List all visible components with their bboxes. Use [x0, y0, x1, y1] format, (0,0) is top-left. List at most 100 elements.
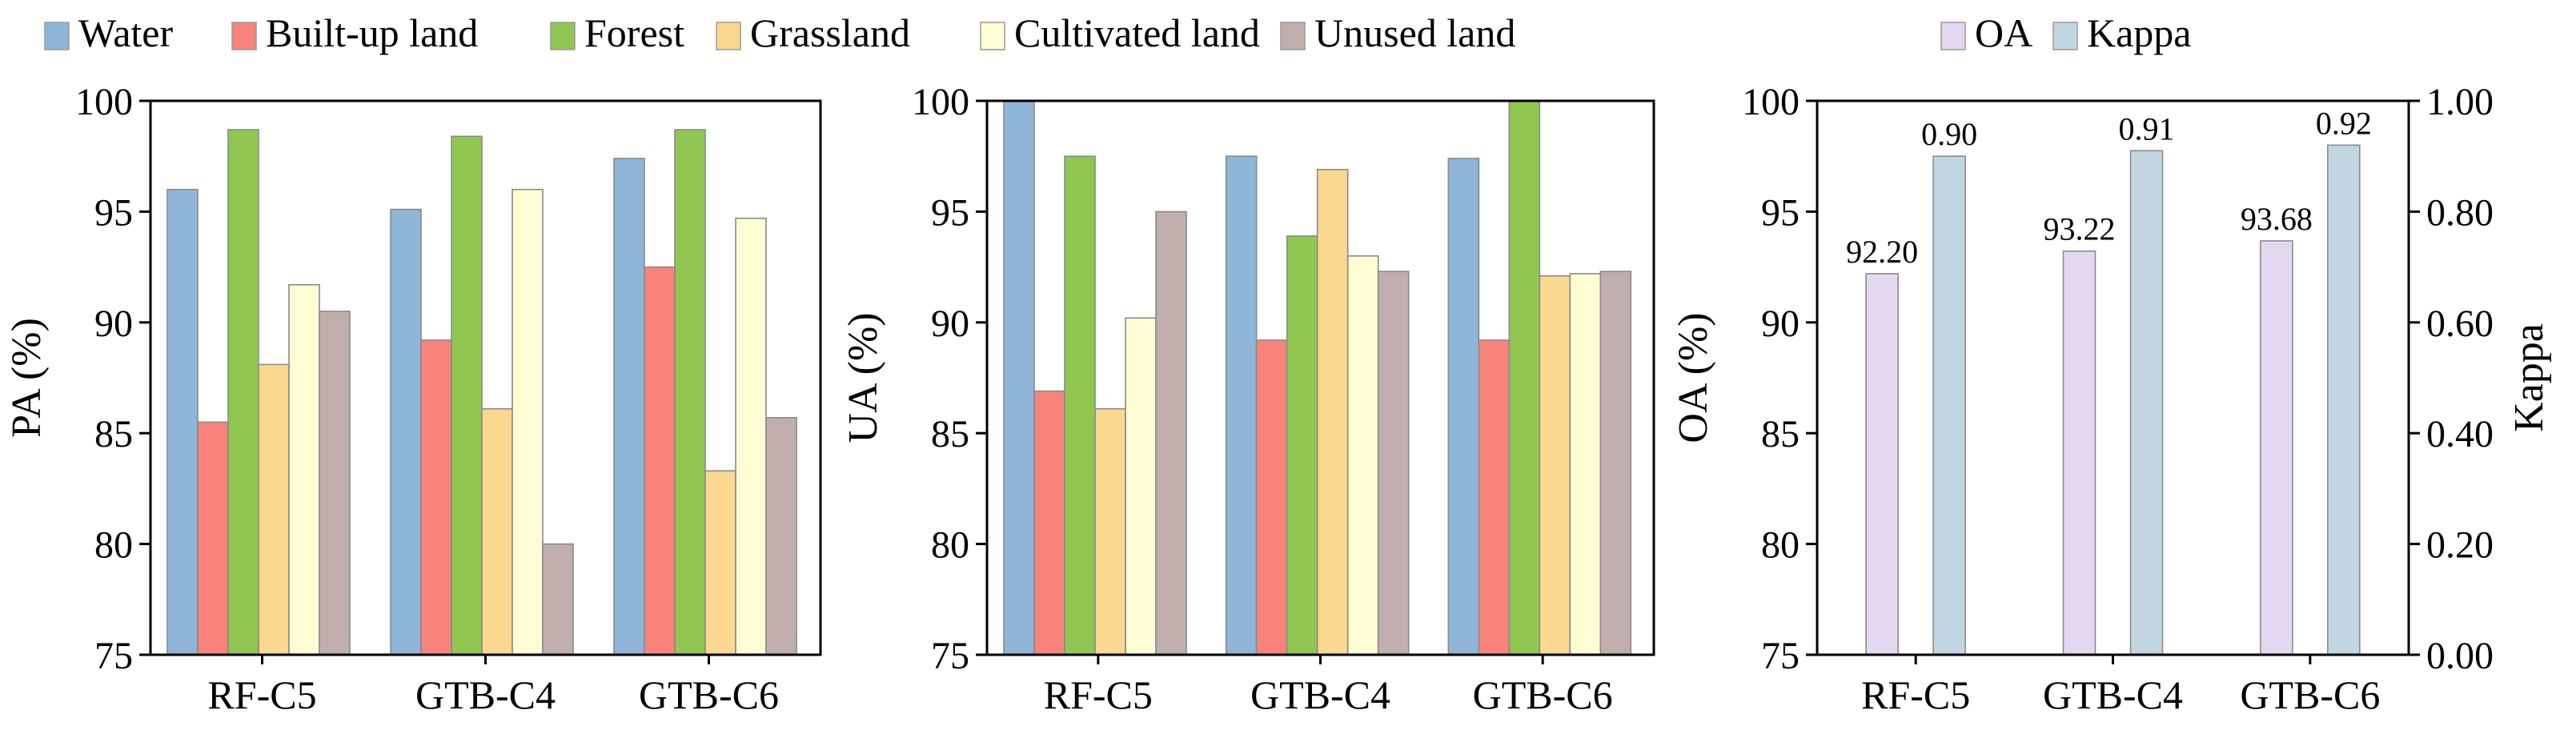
bar-grassland-gtb-c6: [704, 470, 736, 655]
y-tick-label: 100: [1742, 81, 1800, 123]
x-tick-label: GTB-C6: [639, 672, 779, 717]
bar-water-gtb-c4: [1225, 155, 1258, 655]
bar-forest-rf-c5: [1064, 155, 1096, 655]
bars: [167, 129, 797, 655]
y-right-tick-label: 0.00: [2426, 635, 2494, 677]
bar-grassland-gtb-c6: [1539, 275, 1571, 655]
bar-water-gtb-c4: [390, 208, 422, 655]
bar-cultivated-land-gtb-c4: [512, 188, 544, 655]
bar-built-up-land-gtb-c4: [1255, 339, 1288, 655]
x-tick-label: RF-C5: [1861, 672, 1970, 717]
bar-oa-gtb-c6: [2260, 240, 2293, 655]
bar-grassland-rf-c5: [258, 363, 290, 655]
bar-cultivated-land-gtb-c6: [1569, 273, 1602, 655]
legend-label-oa: OA: [1975, 10, 2032, 55]
legend-main: Water Built-up land Forest Grassland Cultiva…: [44, 10, 1515, 55]
bar-grassland-gtb-c4: [481, 407, 513, 655]
legend-label-built-up-land: Built-up land: [266, 10, 478, 55]
y-tick-label: 75: [931, 635, 969, 677]
legend-swatch-grassland: [716, 22, 741, 50]
x-tick-label: RF-C5: [1044, 672, 1153, 717]
y-tick-label: 100: [75, 81, 133, 123]
y-axis-title: PA (%): [4, 318, 50, 438]
y-axis-title: UA (%): [841, 312, 886, 443]
bar-cultivated-land-gtb-c6: [735, 217, 767, 655]
y-tick-label: 80: [1761, 524, 1800, 567]
data-label-oa-rf-c5: 92.20: [1846, 234, 1918, 270]
bar-kappa-gtb-c4: [2129, 150, 2164, 655]
bar-oa-rf-c5: [1865, 273, 1899, 655]
bar-built-up-land-rf-c5: [197, 421, 229, 655]
data-label-oa-gtb-c6: 93.68: [2241, 201, 2313, 237]
bar-grassland-rf-c5: [1094, 407, 1126, 655]
y-tick-label: 90: [931, 303, 969, 345]
y-tick-label: 100: [912, 81, 969, 123]
bar-water-rf-c5: [1003, 101, 1035, 655]
y-axis-right-title: Kappa: [2506, 323, 2552, 432]
bar-built-up-land-gtb-c6: [644, 266, 676, 655]
y-tick-label: 85: [931, 413, 969, 455]
bar-unused-land-gtb-c6: [765, 417, 797, 655]
x-tick-label: GTB-C6: [1473, 672, 1613, 717]
y-tick-label: 90: [94, 303, 133, 345]
x-tick-label: GTB-C4: [1250, 672, 1390, 717]
ua-chart: 75 80 85 90 95 100 RF-C5 GTB-C4 GTB-C6 UA (%): [841, 81, 1655, 717]
legend-label-cultivated-land: Cultivated land: [1014, 10, 1260, 55]
y-tick-label: 95: [1761, 191, 1800, 234]
bar-water-gtb-c6: [613, 158, 645, 655]
legend-swatch-cultivated-land: [980, 22, 1005, 50]
bar-forest-gtb-c6: [1508, 101, 1541, 655]
bar-forest-gtb-c6: [674, 129, 706, 655]
bar-unused-land-rf-c5: [1155, 211, 1187, 655]
legend-oa-kappa: OA Kappa: [1940, 10, 2192, 55]
legend-swatch-built-up-land: [231, 22, 257, 50]
legend-swatch-oa: [1940, 22, 1966, 50]
bar-kappa-rf-c5: [1932, 155, 1966, 655]
bar-forest-gtb-c4: [1286, 235, 1318, 655]
x-tick-label: GTB-C4: [415, 672, 556, 717]
y-tick-label: 75: [94, 635, 133, 677]
legend-swatch-forest: [550, 22, 576, 50]
bar-cultivated-land-rf-c5: [1125, 317, 1157, 655]
legend-swatch-kappa: [2052, 22, 2078, 50]
bar-grassland-gtb-c4: [1316, 169, 1349, 655]
pa-chart: 75 80 85 90 95 100 RF-C5 GTB-C4 GTB-C6 PA (%): [4, 81, 822, 717]
bar-kappa-gtb-c6: [2327, 144, 2361, 655]
plot-frame: [1816, 99, 2410, 656]
legend-label-grassland: Grassland: [750, 10, 910, 55]
y-tick-label: 80: [94, 524, 133, 567]
y-tick-label: 75: [1761, 635, 1800, 677]
y-right-tick-label: 0.20: [2426, 524, 2494, 567]
bar-unused-land-gtb-c4: [1377, 271, 1410, 655]
y-tick-label: 90: [1761, 303, 1800, 345]
y-tick-label: 85: [1761, 413, 1800, 455]
legend-label-water: Water: [78, 10, 173, 55]
bars: [1865, 144, 2361, 655]
y-tick-label: 95: [94, 191, 133, 234]
legend-swatch-water: [44, 22, 70, 50]
bar-unused-land-rf-c5: [319, 311, 351, 655]
bar-water-gtb-c6: [1447, 158, 1480, 655]
bar-water-rf-c5: [167, 188, 199, 655]
bar-built-up-land-gtb-c6: [1478, 339, 1511, 655]
bar-forest-rf-c5: [227, 129, 259, 655]
x-tick-label: RF-C5: [207, 672, 316, 717]
bar-built-up-land-gtb-c4: [420, 339, 452, 655]
y-axis-title: OA (%): [1671, 312, 1716, 443]
bar-unused-land-gtb-c6: [1599, 271, 1632, 655]
data-label-oa-gtb-c4: 93.22: [2044, 211, 2116, 247]
bar-unused-land-gtb-c4: [542, 543, 574, 655]
legend-label-forest: Forest: [584, 10, 684, 55]
data-label-kappa-gtb-c4: 0.91: [2119, 110, 2175, 146]
bar-forest-gtb-c4: [451, 135, 483, 655]
oa-kappa-chart: 92.20 93.22 93.68 0.90 0.91 0.92 75 80 85 90 95 100…: [1671, 81, 2552, 717]
bar-oa-gtb-c4: [2062, 250, 2097, 655]
bar-cultivated-land-rf-c5: [288, 283, 320, 655]
y-tick-label: 80: [931, 524, 969, 567]
data-label-kappa-gtb-c6: 0.92: [2316, 105, 2372, 141]
bar-built-up-land-rf-c5: [1033, 390, 1065, 655]
y-right-tick-label: 0.40: [2426, 413, 2494, 455]
bars: [1003, 101, 1632, 655]
y-right-tick-label: 0.60: [2426, 303, 2494, 345]
